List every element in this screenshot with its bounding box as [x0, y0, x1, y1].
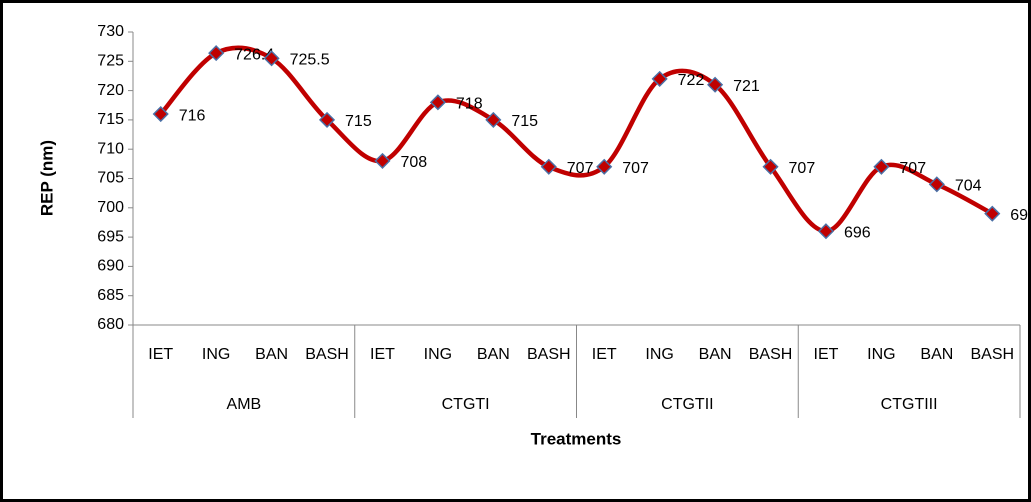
x-tick-label: IET — [370, 346, 395, 363]
data-marker — [208, 45, 225, 62]
value-label: 696 — [844, 224, 871, 241]
data-marker — [540, 158, 557, 175]
data-marker — [429, 94, 446, 111]
y-tick-label: 720 — [97, 82, 124, 99]
group-label: AMB — [227, 396, 262, 413]
x-tick-label: BAN — [255, 346, 288, 363]
x-tick-label: BAN — [477, 346, 510, 363]
data-marker — [984, 205, 1001, 222]
data-marker — [263, 50, 280, 67]
value-label: 707 — [789, 160, 816, 177]
x-tick-label: BASH — [749, 346, 793, 363]
data-marker — [152, 105, 169, 123]
data-marker — [651, 70, 668, 87]
data-marker — [374, 152, 391, 169]
group-label: CTGTI — [442, 396, 490, 413]
x-tick-label: BASH — [305, 346, 349, 363]
x-axis-title: Treatments — [531, 429, 622, 448]
value-label: 708 — [400, 154, 427, 171]
y-tick-label: 695 — [97, 228, 124, 245]
data-marker — [707, 76, 724, 93]
data-marker — [873, 158, 890, 175]
y-tick-label: 730 — [97, 23, 124, 40]
value-label: 722 — [678, 72, 705, 89]
value-label: 716 — [179, 107, 206, 124]
data-marker — [596, 158, 613, 175]
value-label: 707 — [567, 160, 594, 177]
y-tick-label: 710 — [97, 140, 124, 157]
x-tick-label: ING — [424, 346, 452, 363]
value-label: 718 — [456, 96, 483, 113]
x-tick-label: IET — [592, 346, 617, 363]
data-marker — [318, 111, 336, 128]
value-label: 715 — [345, 113, 372, 130]
data-marker — [928, 176, 945, 193]
x-tick-label: ING — [645, 346, 673, 363]
x-tick-label: BAN — [699, 346, 732, 363]
x-tick-label: BAN — [920, 346, 953, 363]
value-label: 715 — [511, 113, 538, 130]
value-label: 704 — [955, 178, 982, 195]
x-tick-label: ING — [867, 346, 895, 363]
x-tick-label: IET — [814, 346, 839, 363]
x-tick-label: ING — [202, 346, 230, 363]
group-label: CTGTII — [661, 396, 713, 413]
value-label: 721 — [733, 78, 760, 95]
x-tick-label: BASH — [527, 346, 571, 363]
y-tick-label: 680 — [97, 316, 124, 333]
x-tick-label: IET — [148, 346, 173, 363]
y-axis-title: REP (nm) — [37, 140, 56, 216]
data-marker — [762, 158, 779, 175]
data-marker — [485, 111, 502, 128]
value-label: 699 — [1010, 207, 1031, 224]
value-label: 725.5 — [290, 52, 330, 69]
data-marker — [817, 223, 835, 240]
y-tick-label: 690 — [97, 258, 124, 275]
y-tick-label: 685 — [97, 287, 124, 304]
series-line — [159, 45, 994, 234]
y-tick-label: 700 — [97, 199, 124, 216]
value-label: 707 — [622, 160, 649, 177]
x-tick-label: BASH — [970, 346, 1014, 363]
y-tick-label: 705 — [97, 170, 124, 187]
y-tick-label: 725 — [97, 53, 124, 70]
group-label: CTGTIII — [881, 396, 938, 413]
y-tick-label: 715 — [97, 111, 124, 128]
value-label: 707 — [899, 160, 926, 177]
